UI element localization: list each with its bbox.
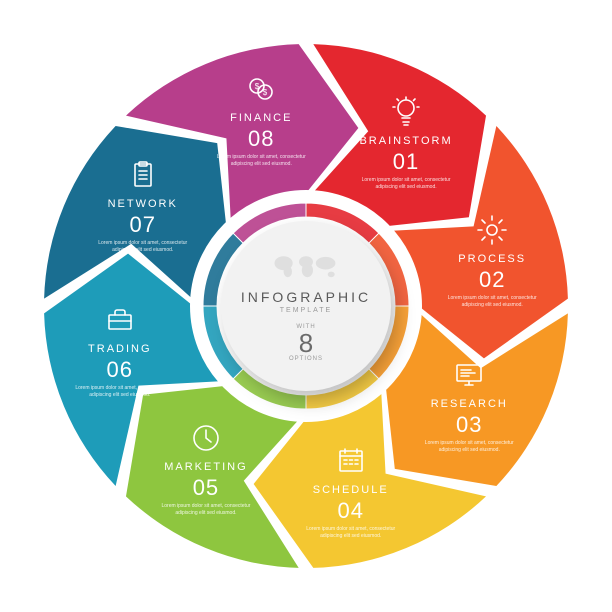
hub-subtitle: TEMPLATE xyxy=(280,307,332,314)
center-hub: INFOGRAPHIC TEMPLATE WITH 8 OPTIONS xyxy=(221,221,391,391)
hub-number: 8 xyxy=(299,330,313,356)
hub-title: INFOGRAPHIC xyxy=(241,289,371,305)
hub-options-label: OPTIONS xyxy=(289,356,323,362)
world-map-icon xyxy=(271,251,341,281)
infographic-stage: BRAINSTORM 01 Lorem ipsum dolor sit amet… xyxy=(0,0,612,612)
